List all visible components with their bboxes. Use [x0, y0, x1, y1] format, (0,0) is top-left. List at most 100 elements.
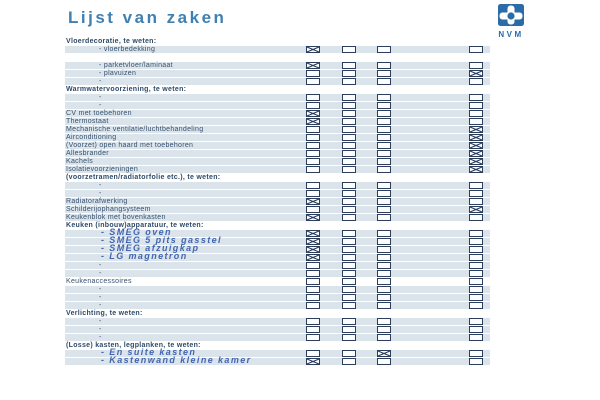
checklist-row: - vloerbedekking	[65, 46, 490, 53]
checkbox-col2	[342, 150, 356, 157]
checkbox-col1-checked	[306, 62, 320, 69]
checkbox-col3	[377, 262, 391, 269]
checkbox-col3	[377, 190, 391, 197]
checkbox-col4-checked	[469, 126, 483, 133]
checkbox-col1	[306, 126, 320, 133]
checkbox-col3	[377, 238, 391, 245]
checklist-row: Vloerdecoratie, te weten:	[65, 38, 490, 45]
row-label: Kachels	[66, 158, 94, 165]
checkbox-col3	[377, 334, 391, 341]
checklist-row: Verlichting, te weten:	[65, 310, 490, 317]
handwritten-row: - SMEG afzuigkap	[65, 243, 490, 253]
checkbox-col3	[377, 302, 391, 309]
checkbox-col4	[469, 102, 483, 109]
checkbox-col3	[377, 46, 391, 53]
checkbox-col4	[469, 182, 483, 189]
checkbox-col2	[342, 270, 356, 277]
row-label: - SMEG afzuigkap	[101, 243, 200, 253]
row-label: -	[99, 102, 102, 109]
checkbox-col3	[377, 134, 391, 141]
checkbox-col1	[306, 142, 320, 149]
checkbox-col2	[342, 142, 356, 149]
checkbox-col4	[469, 78, 483, 85]
checkbox-col4	[469, 94, 483, 101]
checklist-row: -	[65, 326, 490, 333]
checkbox-col3-checked	[377, 350, 391, 357]
checkbox-col3	[377, 78, 391, 85]
checklist-row: - plavuizen	[65, 70, 490, 77]
checkbox-col3	[377, 246, 391, 253]
checkbox-col3	[377, 150, 391, 157]
checkbox-col2	[342, 134, 356, 141]
checklist-row: (Voorzet) open haard met toebehoren	[65, 142, 490, 149]
checkbox-col2	[342, 358, 356, 365]
checkbox-col2	[342, 230, 356, 237]
spacer-row	[65, 54, 490, 61]
checkbox-col1	[306, 294, 320, 301]
checklist-row: Schilderijophangsysteem	[65, 206, 490, 213]
row-label: Keukenaccessoires	[66, 278, 132, 285]
checklist-row: Kachels	[65, 158, 490, 165]
checkbox-col4	[469, 318, 483, 325]
row-label: Schilderijophangsysteem	[66, 206, 151, 213]
row-label: Mechanische ventilatie/luchtbehandeling	[66, 126, 204, 133]
checkbox-col3	[377, 318, 391, 325]
checklist-row: (voorzetramen/radiatorfolie etc.), te we…	[65, 174, 490, 181]
row-label: (Losse) kasten, legplanken, te weten:	[66, 342, 201, 349]
checkbox-col2	[342, 238, 356, 245]
row-label: -	[99, 270, 102, 277]
checkbox-col3	[377, 142, 391, 149]
row-label: - parketvloer/laminaat	[99, 62, 173, 69]
checkbox-col2	[342, 326, 356, 333]
checkbox-col1-checked	[306, 110, 320, 117]
checkbox-col3	[377, 214, 391, 221]
checkbox-col4	[469, 230, 483, 237]
checklist-row: -	[65, 286, 490, 293]
checkbox-col1-checked	[306, 254, 320, 261]
row-label: -	[99, 182, 102, 189]
checkbox-col3	[377, 270, 391, 277]
checkbox-col3	[377, 118, 391, 125]
checkbox-col4	[469, 214, 483, 221]
checkbox-col2	[342, 102, 356, 109]
row-label: - plavuizen	[99, 70, 137, 77]
checkbox-col4	[469, 286, 483, 293]
row-label: (Voorzet) open haard met toebehoren	[66, 142, 194, 149]
checkbox-col4	[469, 334, 483, 341]
checkbox-col1	[306, 334, 320, 341]
checklist-row: -	[65, 102, 490, 109]
checkbox-col1-checked	[306, 358, 320, 365]
checkbox-col2	[342, 190, 356, 197]
checkbox-col4	[469, 254, 483, 261]
row-label: Keukenblok met bovenkasten	[66, 214, 166, 221]
checklist-row: -	[65, 270, 490, 277]
row-label: Verlichting, te weten:	[66, 310, 143, 317]
row-label: -	[99, 302, 102, 309]
checkbox-col1	[306, 150, 320, 157]
checkbox-col2	[342, 166, 356, 173]
checkbox-col2	[342, 94, 356, 101]
checkbox-col3	[377, 166, 391, 173]
row-label: (voorzetramen/radiatorfolie etc.), te we…	[66, 174, 221, 181]
checkbox-col4	[469, 46, 483, 53]
checklist-row: -	[65, 78, 490, 85]
checkbox-col1	[306, 166, 320, 173]
checkbox-col2	[342, 302, 356, 309]
checkbox-col1	[306, 158, 320, 165]
checkbox-col1	[306, 326, 320, 333]
row-label: -	[99, 334, 102, 341]
page-title: Lijst van zaken	[68, 8, 227, 27]
checkbox-col4	[469, 270, 483, 277]
checklist-row: -	[65, 94, 490, 101]
row-label: Vloerdecoratie, te weten:	[66, 38, 157, 45]
checkbox-col4	[469, 238, 483, 245]
row-label: Thermostaat	[66, 118, 109, 125]
checkbox-col3	[377, 206, 391, 213]
checkbox-col4-checked	[469, 142, 483, 149]
checkbox-col1	[306, 278, 320, 285]
row-label: -	[99, 262, 102, 269]
checkbox-col1	[306, 206, 320, 213]
checkbox-col1	[306, 102, 320, 109]
checkbox-col1	[306, 302, 320, 309]
checkbox-col2	[342, 214, 356, 221]
